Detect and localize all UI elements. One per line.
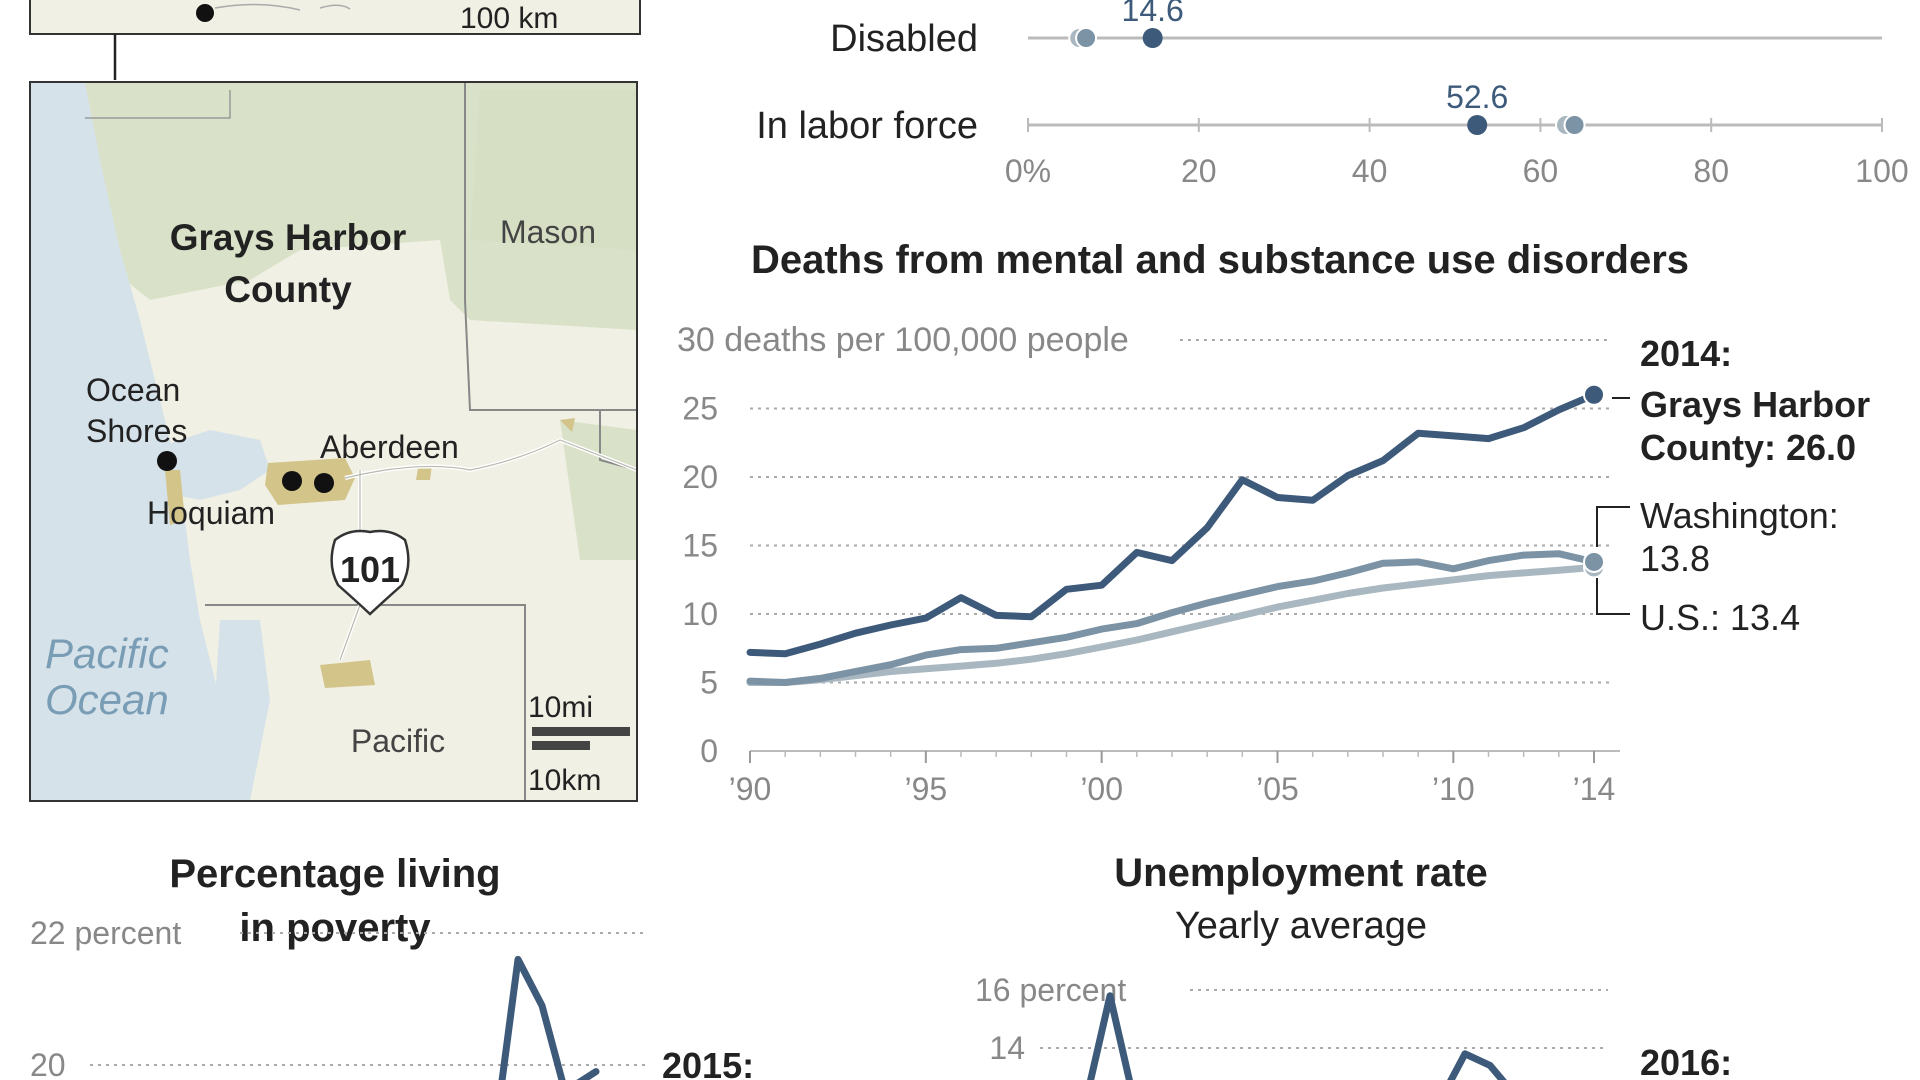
deaths-y-tick-label: 0 [700,733,718,769]
deaths-annotations: 2014: Grays Harbor County: 26.0 Washington… [1596,333,1870,638]
annotation-bracket [1596,506,1630,615]
city-label-hoquiam: Hoquiam [147,495,275,531]
dot-grays-harbor [1142,28,1163,48]
unemployment-y-axis-label: 16 percent [975,972,1126,1008]
city-dot-aberdeen [314,473,334,493]
county-map: Grays Harbor County Mason Pacific Pacific… [29,81,638,802]
dot-axis-tick-label: 40 [1352,153,1388,189]
forest-area [560,420,637,560]
svg-text:101: 101 [340,549,400,590]
dot-value-label: 14.6 [1122,0,1184,28]
unemployment-annotation: 2016: [1640,1042,1732,1080]
dot-row-label: In labor force [756,105,978,147]
highway-101-shield: 101 [330,529,410,616]
series-line-grays-harbor-county [1087,992,1133,1080]
deaths-x-tick-label: ’00 [1080,771,1123,807]
city-dot-ocean-shores [157,451,177,471]
pacific-county-label: Pacific [351,723,445,759]
deaths-y-tick-label: 5 [700,665,718,701]
deaths-y-axis-label: 30 deaths per 100,000 people [677,321,1129,359]
forest-area [470,90,637,250]
unemployment-line-chart: 16 percent 14 [975,972,1608,1080]
deaths-y-tick-label: 20 [682,459,718,495]
willapa-bay [215,620,270,801]
inset-map: 100 km [29,0,641,35]
ocean [30,82,235,801]
annotation-us: U.S.: 13.4 [1640,597,1800,638]
unemployment-y-tick-label: 14 [989,1030,1025,1066]
urban-area [165,470,185,525]
dot-axis-tick-label: 60 [1523,153,1559,189]
series-end-dot [1583,383,1605,406]
annotation-washington: Washington: 13.8 [1640,495,1839,579]
ocean-label: Pacific Ocean [45,630,169,723]
dot-axis-tick-label: 80 [1693,153,1729,189]
deaths-x-tick-label: ’10 [1432,771,1475,807]
dot-plot-chart: Disabled 14.6 In labor force 52.6 0% 20 40 60 80… [756,0,1908,189]
dot-washington [1563,114,1586,136]
series-line-grays-harbor-county [498,955,600,1080]
svg-text:10km: 10km [528,764,601,797]
dot-grays-harbor [1467,115,1488,135]
urban-area [320,660,375,688]
poverty-annotation: 2015: [662,1045,754,1080]
poverty-y-axis-label: 22 percent [30,915,181,951]
dot-axis-tick-label: 0% [1005,153,1051,189]
deaths-x-tick-label: ’14 [1573,771,1616,807]
series-line-grays-harbor-county [746,391,1598,658]
poverty-line-chart: 22 percent 20 [30,915,645,1080]
city-dot-hoquiam [282,471,302,491]
series-line-u-s- [746,563,1598,686]
urban-area [560,418,575,432]
city-label-aberdeen: Aberdeen [320,429,459,465]
inset-location-dot [196,4,214,22]
dot-axis-tick-label: 100 [1855,153,1908,189]
mason-label: Mason [500,214,596,250]
city-label-ocean-shores: Ocean Shores [86,372,187,449]
dot-washington [1075,27,1098,49]
dot-axis-tick-label: 20 [1181,153,1217,189]
inset-scale-label: 100 km [460,2,558,35]
deaths-chart-title: Deaths from mental and substance use dis… [751,238,1689,282]
grays-harbor-bay [165,430,270,500]
svg-text:10mi: 10mi [528,691,593,724]
deaths-x-tick-label: ’90 [729,771,772,807]
deaths-y-tick-label: 10 [682,596,718,632]
urban-area [265,458,355,505]
poverty-y-tick-label: 20 [30,1047,66,1080]
poverty-chart-title: Percentage living in poverty [169,852,500,950]
county-border [85,90,231,119]
annotation-grays-harbor: 2014: Grays Harbor County: 26.0 [1640,333,1870,468]
deaths-line-chart: 30 deaths per 100,000 people 0 5 10 15 20 25 ’9… [677,321,1620,807]
unemployment-chart-subtitle: Yearly average [1175,905,1427,947]
deaths-x-tick-label: ’05 [1256,771,1299,807]
series-line-grays-harbor-county [1447,1050,1507,1080]
urban-area [416,465,432,480]
series-line-washington [746,550,1598,686]
deaths-y-tick-label: 15 [682,528,718,564]
unemployment-chart-title: Unemployment rate [1114,851,1487,895]
dot-value-label: 52.6 [1446,79,1508,115]
deaths-x-tick-label: ’95 [904,771,947,807]
series-end-dot [1583,550,1605,573]
deaths-y-tick-label: 25 [682,391,718,427]
dot-row-label: Disabled [830,18,978,60]
county-border [205,604,526,801]
map-scale-bar: 10mi 10km [528,691,630,797]
county-label: Grays Harbor County [170,217,407,310]
